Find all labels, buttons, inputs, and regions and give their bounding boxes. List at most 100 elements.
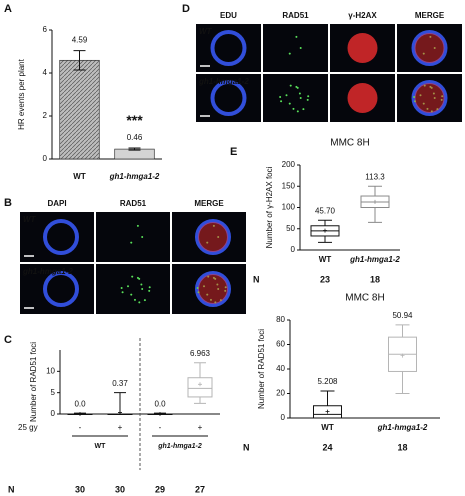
focus <box>413 96 416 99</box>
column-header: MERGE <box>194 199 224 208</box>
panel-label: D <box>182 3 190 15</box>
n-value: 30 <box>115 484 125 494</box>
panel-label: C <box>4 334 12 346</box>
focus <box>217 236 220 238</box>
y-tick-label: 4 <box>43 68 48 77</box>
column-header: EDU <box>220 11 237 20</box>
focus <box>206 241 209 244</box>
chart-title: MMC 8H <box>330 138 369 149</box>
focus <box>127 285 130 288</box>
value-label: 0.46 <box>127 133 143 142</box>
focus <box>216 283 219 286</box>
focus <box>441 95 444 98</box>
focus <box>143 299 146 302</box>
focus <box>426 107 429 110</box>
n-value: 18 <box>397 442 407 452</box>
y-tick-label: 0 <box>291 245 296 254</box>
x-tick-label: WT <box>321 423 334 432</box>
dose-label: 25 gy <box>18 423 38 432</box>
x-tick-label: gh1-hmga1-2 <box>377 423 428 432</box>
focus <box>432 92 435 95</box>
column-header: MERGE <box>415 11 445 20</box>
focus <box>197 291 200 294</box>
focus <box>299 47 302 49</box>
focus <box>440 98 443 101</box>
focus <box>306 98 309 101</box>
focus <box>131 275 134 278</box>
mean-marker <box>158 412 162 416</box>
focus <box>288 102 291 105</box>
y-tick-label: 80 <box>276 315 285 324</box>
focus <box>138 301 141 304</box>
mean-marker <box>198 382 202 387</box>
focus <box>138 277 141 280</box>
y-tick-label: 20 <box>276 389 285 398</box>
nucleus <box>210 30 247 66</box>
panel-label: A <box>4 3 12 15</box>
value-label: 5.208 <box>317 377 338 386</box>
nucleus <box>195 271 231 307</box>
y-axis-label: HR events per plant <box>17 58 26 129</box>
x-tick-label: - <box>159 423 162 432</box>
y-axis-label: Number of RAD51 foci <box>29 342 38 422</box>
micrograph <box>263 74 328 122</box>
micrograph <box>96 264 170 314</box>
n-value: 24 <box>322 442 332 452</box>
value-label: 0.0 <box>154 399 166 408</box>
value-label: 0.0 <box>74 399 86 408</box>
focus <box>219 299 222 302</box>
value-label: 113.3 <box>365 172 385 181</box>
micrograph <box>263 24 328 72</box>
error-bar <box>128 147 141 151</box>
focus <box>280 100 283 103</box>
focus <box>299 97 302 99</box>
focus <box>214 277 217 280</box>
focus <box>302 108 305 111</box>
row-label: WT <box>23 215 37 224</box>
group-label: WT <box>95 443 107 450</box>
focus <box>279 96 282 99</box>
nucleus <box>43 219 79 255</box>
column-header: γ-H2AX <box>348 11 377 20</box>
x-tick-label: WT <box>73 172 86 181</box>
box <box>187 377 213 398</box>
focus <box>203 285 206 288</box>
focus <box>422 102 425 105</box>
value-label: 50.94 <box>392 311 413 320</box>
focus <box>295 35 298 38</box>
micrograph <box>96 212 170 262</box>
y-tick-label: 0 <box>281 413 286 422</box>
focus <box>423 84 426 87</box>
nucleus-stain <box>347 83 378 113</box>
nucleus-stain <box>198 222 228 252</box>
focus <box>207 275 210 278</box>
nucleus-stain <box>347 33 378 63</box>
value-label: 0.37 <box>112 379 128 388</box>
bar <box>59 59 100 160</box>
row-label: WT <box>199 27 213 36</box>
focus <box>298 92 301 95</box>
focus <box>419 94 422 97</box>
focus <box>289 84 292 87</box>
nucleus <box>210 80 247 116</box>
panel-label: E <box>230 146 237 158</box>
n-value: 18 <box>370 274 380 284</box>
focus <box>429 35 432 38</box>
focus <box>206 293 209 296</box>
error-bar <box>73 50 86 71</box>
focus <box>140 283 143 286</box>
y-axis-label: Number of γ-H2AX foci <box>265 166 274 248</box>
focus <box>288 52 291 55</box>
n-value: 29 <box>155 484 165 494</box>
nucleus-stain <box>414 83 445 113</box>
focus <box>141 236 144 238</box>
nucleus <box>195 219 231 255</box>
y-tick-label: 10 <box>46 366 55 375</box>
focus <box>296 86 299 89</box>
y-tick-label: 5 <box>51 388 56 397</box>
x-tick-label: WT <box>319 255 332 264</box>
y-tick-label: 2 <box>43 111 48 120</box>
focus <box>136 224 139 227</box>
focus <box>196 287 199 290</box>
